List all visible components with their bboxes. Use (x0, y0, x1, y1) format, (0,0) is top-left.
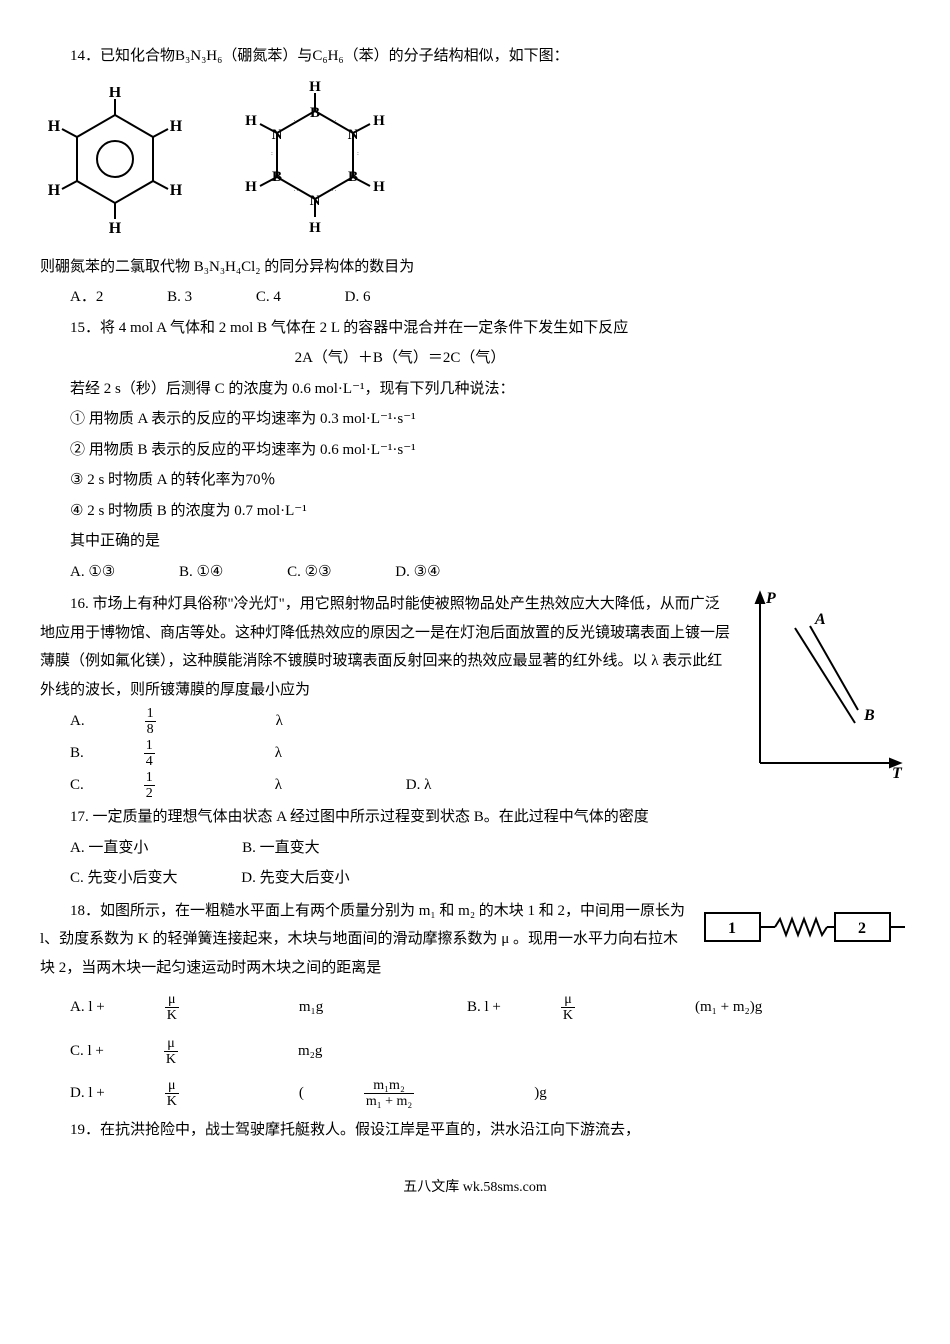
q15-choices: A. ①③ B. ①④ C. ②③ D. ③④ (40, 558, 910, 587)
q18-intro: 18．如图所示，在一粗糙水平面上有两个质量分别为 m₁ 和 m₂ 的木块 1 和… (40, 897, 690, 983)
q19-intro: 19．在抗洪抢险中，战士驾驶摩托艇救人。假设江岸是平直的，洪水沿江向下游流去， (40, 1116, 910, 1145)
q18-choice-d: D. l + μK ( m₁m₂m₁ + m₂ )g (70, 1072, 607, 1114)
svg-text:H: H (109, 220, 122, 237)
q18-choice-b: B. l + μK (m₁ + m₂)g (467, 986, 822, 1028)
q14-choice-a: A．2 (70, 283, 103, 312)
q18-choices-row2: C. l + μK m₂g D. l + μK ( m₁m₂m₁ + m₂ )g (40, 1030, 910, 1114)
svg-text::: : (357, 151, 359, 157)
svg-text:H: H (245, 179, 257, 195)
svg-text:H: H (48, 182, 61, 199)
svg-text:. .: . . (332, 117, 337, 123)
q15-intro: 15．将 4 mol A 气体和 2 mol B 气体在 2 L 的容器中混合并… (40, 314, 910, 343)
pt-label-p: P (765, 590, 776, 607)
q16-choice-b: B. 14λ (70, 738, 342, 770)
q15-line1: 若经 2 s（秒）后测得 C 的浓度为 0.6 mol·L⁻¹，现有下列几种说法… (40, 375, 910, 404)
svg-text:B: B (348, 169, 358, 185)
q17-choice-a: A. 一直变小 (70, 834, 148, 863)
q14-choice-b: B. 3 (167, 283, 192, 312)
svg-text:. .: . . (332, 187, 337, 193)
q14-diagrams: H H H H H H B N B N B (40, 77, 910, 247)
q15-s4: ④ 2 s 时物质 B 的浓度为 0.7 mol·L⁻¹ (40, 497, 910, 526)
q16-choice-c: C. 12λ (70, 770, 342, 802)
q15-choice-d: D. ③④ (395, 558, 440, 587)
svg-text:H: H (109, 87, 122, 101)
q18-choices-row1: A. l + μK m₁g B. l + μK (m₁ + m₂)g (40, 986, 910, 1028)
q15-choice-c: C. ②③ (287, 558, 331, 587)
q15-s1: ① 用物质 A 表示的反应的平均速率为 0.3 mol·L⁻¹·s⁻¹ (40, 405, 910, 434)
q16-choice-a: A. 18λ (70, 706, 343, 738)
q15-choice-a: A. ①③ (70, 558, 115, 587)
svg-text:N: N (310, 193, 321, 209)
block2-label: 2 (858, 920, 866, 937)
pt-label-t: T (892, 765, 903, 778)
block1-label: 1 (728, 920, 736, 937)
q17-choice-b: B. 一直变大 (242, 834, 320, 863)
svg-text:H: H (48, 118, 61, 135)
svg-text:. .: . . (294, 187, 299, 193)
q15-s2: ② 用物质 B 表示的反应的平均速率为 0.6 mol·L⁻¹·s⁻¹ (40, 436, 910, 465)
svg-text:N: N (348, 127, 359, 143)
spring-block-diagram: 1 2 (700, 905, 910, 950)
pt-graph: P T A B (740, 588, 910, 778)
svg-text:H: H (309, 79, 321, 95)
q17-intro: 17. 一定质量的理想气体由状态 A 经过图中所示过程变到状态 B。在此过程中气… (40, 803, 730, 832)
q17-choice-c: C. 先变小后变大 (70, 864, 178, 893)
pt-label-a: A (814, 611, 826, 628)
q18-choice-c: C. l + μK m₂g (70, 1030, 382, 1072)
q14-postdiag: 则硼氮苯的二氯取代物 B₃N₃H₄Cl₂ 的同分异构体的数目为 (40, 253, 910, 282)
borazine-structure: B N B N B N H H H H H H . . . . . . . . … (230, 77, 400, 247)
q15-eq: 2A（气）＋B（气）＝2C（气） (0, 344, 910, 373)
q16-choice-d: D. λ (406, 771, 432, 800)
svg-text:H: H (373, 113, 385, 129)
svg-text:H: H (170, 118, 183, 135)
q18-choice-a: A. l + μK m₁g (70, 986, 383, 1028)
page-footer: 五八文库 wk.58sms.com (40, 1175, 910, 1202)
svg-text:B: B (310, 105, 320, 121)
svg-text:H: H (373, 179, 385, 195)
q14-choices: A．2 B. 3 C. 4 D. 6 (40, 283, 910, 312)
svg-text:H: H (309, 220, 321, 236)
svg-text:N: N (272, 127, 283, 143)
q14-intro: 14．已知化合物B₃N₃H₆（硼氮苯）与C₆H₆（苯）的分子结构相似，如下图： (40, 42, 910, 71)
q17-choice-d: D. 先变大后变小 (241, 864, 349, 893)
q17-choices-row1: A. 一直变小 B. 一直变大 (40, 834, 730, 863)
svg-text::: : (271, 151, 273, 157)
q15-choice-b: B. ①④ (179, 558, 223, 587)
svg-text:. .: . . (294, 117, 299, 123)
q15-s3: ③ 2 s 时物质 A 的转化率为70％ (40, 466, 910, 495)
svg-text:H: H (170, 182, 183, 199)
q16-choices: A. 18λ B. 14λ C. 12λ D. λ (40, 706, 730, 801)
q16-intro: 16. 市场上有种灯具俗称"冷光灯"，用它照射物品时能使被照物品处产生热效应大大… (40, 590, 730, 704)
svg-text:B: B (272, 169, 282, 185)
benzene-structure: H H H H H H (40, 87, 190, 237)
svg-text:H: H (245, 113, 257, 129)
q15-s5: 其中正确的是 (40, 527, 910, 556)
q14-choice-d: D. 6 (345, 283, 371, 312)
q14-choice-c: C. 4 (256, 283, 281, 312)
q17-choices-row2: C. 先变小后变大 D. 先变大后变小 (40, 864, 730, 893)
pt-label-b: B (863, 707, 875, 724)
